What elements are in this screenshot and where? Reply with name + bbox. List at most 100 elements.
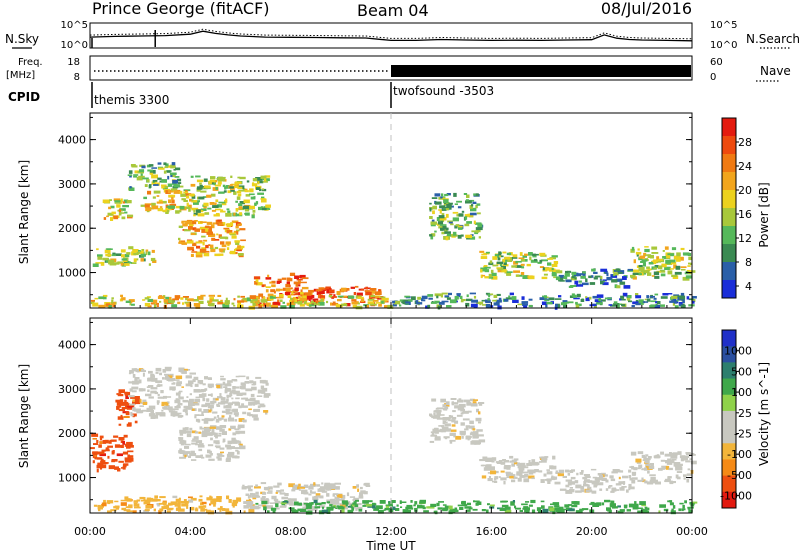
scatter-cell	[473, 500, 475, 503]
scatter-cell	[664, 246, 669, 250]
scatter-cell	[303, 484, 309, 488]
scatter-cell	[675, 466, 681, 471]
scatter-cell	[222, 304, 230, 308]
scatter-cell	[490, 504, 495, 507]
scatter-cell	[463, 193, 468, 195]
scatter-cell	[362, 491, 365, 494]
scatter-cell	[341, 287, 347, 292]
scatter-cell	[271, 280, 276, 284]
scatter-cell	[581, 508, 589, 511]
scatter-cell	[201, 456, 205, 459]
scatter-cell	[251, 386, 257, 391]
scatter-cell	[262, 504, 266, 508]
scatter-cell	[180, 193, 188, 197]
scatter-cell	[345, 303, 351, 307]
scatter-cell	[307, 508, 314, 511]
scatter-cell	[91, 433, 99, 437]
scatter-cell	[207, 449, 211, 454]
scatter-cell	[497, 268, 502, 271]
scatter-cell	[628, 475, 632, 479]
scatter-cell	[612, 469, 615, 472]
scatter-cell	[542, 508, 549, 513]
scatter-cell	[651, 246, 658, 250]
scatter-cell	[653, 297, 657, 300]
scatter-cell	[235, 375, 240, 378]
scatter-cell	[194, 416, 197, 419]
scatter-cell	[571, 276, 575, 279]
scatter-cell	[271, 495, 277, 500]
scatter-cell	[297, 292, 300, 296]
scatter-cell	[209, 503, 212, 506]
scatter-cell	[175, 167, 181, 171]
scatter-cell	[353, 497, 359, 502]
scatter-cell	[263, 410, 269, 413]
velocity-colorbar-tick-label: 500	[731, 365, 752, 378]
scatter-cell	[209, 298, 213, 303]
scatter-cell	[127, 214, 134, 218]
scatter-cell	[202, 397, 206, 402]
scatter-cell	[220, 397, 226, 401]
scatter-cell	[229, 186, 234, 189]
scatter-cell	[347, 502, 350, 505]
scatter-cell	[515, 261, 522, 263]
scatter-cell	[301, 490, 306, 494]
scatter-cell	[384, 305, 388, 309]
scatter-cell	[188, 455, 191, 458]
scatter-cell	[649, 305, 655, 308]
scatter-cell	[332, 494, 336, 497]
scatter-cell	[674, 300, 678, 304]
scatter-cell	[218, 191, 225, 194]
scatter-cell	[445, 208, 449, 211]
scatter-cell	[147, 385, 154, 388]
scatter-cell	[522, 275, 529, 279]
scatter-cell	[107, 212, 114, 216]
scatter-cell	[208, 180, 212, 185]
scatter-cell	[478, 402, 485, 404]
scatter-cell	[567, 472, 571, 476]
scatter-cell	[183, 191, 189, 194]
scatter-cell	[157, 296, 165, 299]
scatter-cell	[185, 193, 192, 196]
scatter-cell	[263, 296, 266, 300]
scatter-cell	[433, 412, 436, 416]
scatter-cell	[146, 409, 151, 412]
scatter-cell	[423, 510, 429, 513]
scatter-cell	[267, 486, 273, 490]
scatter-cell	[451, 424, 456, 427]
scatter-cell	[628, 300, 632, 303]
scatter-cell	[136, 410, 144, 413]
scatter-cell	[104, 439, 109, 444]
scatter-cell	[477, 229, 481, 233]
scatter-cell	[300, 281, 307, 284]
scatter-cell	[520, 465, 526, 467]
scatter-cell	[564, 273, 570, 277]
scatter-cell	[166, 510, 171, 513]
scatter-cell	[248, 486, 251, 490]
velocity-ylabel: Slant Range [km]	[17, 364, 31, 468]
scatter-cell	[248, 381, 254, 384]
scatter-cell	[375, 295, 380, 298]
scatter-cell	[583, 474, 590, 477]
scatter-cell	[444, 423, 451, 427]
scatter-cell	[630, 248, 635, 253]
scatter-cell	[480, 274, 483, 279]
scatter-cell	[521, 266, 525, 269]
scatter-cell	[641, 468, 644, 471]
scatter-cell	[387, 304, 394, 309]
scatter-cell	[434, 436, 441, 440]
scatter-cell	[313, 499, 318, 504]
scatter-cell	[464, 223, 470, 227]
scatter-cell	[197, 444, 205, 448]
scatter-cell	[517, 303, 523, 306]
scatter-cell	[284, 493, 289, 496]
scatter-cell	[165, 404, 170, 407]
scatter-cell	[188, 499, 194, 503]
scatter-cell	[541, 459, 546, 462]
scatter-cell	[125, 506, 131, 509]
scatter-cell	[565, 489, 573, 494]
scatter-cell	[139, 399, 142, 403]
scatter-cell	[312, 298, 319, 301]
scatter-cell	[549, 465, 554, 470]
scatter-cell	[475, 204, 478, 209]
scatter-cell	[680, 256, 684, 261]
